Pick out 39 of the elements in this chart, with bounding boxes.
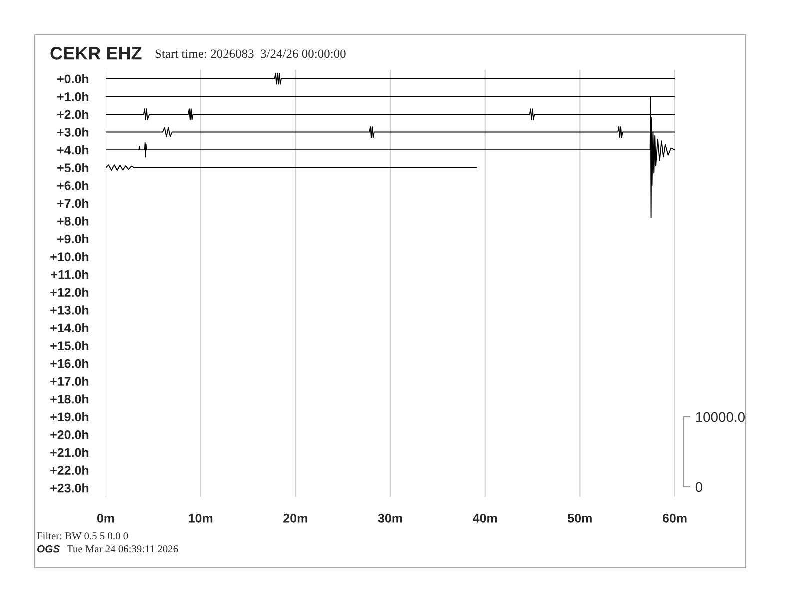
y-tick-label: +8.0h — [58, 216, 89, 226]
text: Filter: BW 0.5 5 0.0 0 — [37, 532, 128, 540]
y-tick-label: +23.0h — [50, 484, 89, 493]
y-tick-label: +21.0h — [50, 448, 89, 458]
y-tick-label: +20.0h — [50, 430, 89, 440]
y-tick-label: +14.0h — [50, 323, 89, 333]
y-tick-label: +0.0h — [58, 74, 89, 84]
y-tick-label: +2.0h — [58, 110, 89, 120]
y-tick-label: +4.0h — [58, 146, 89, 155]
y-tick-label: +1.0h — [58, 92, 89, 102]
y-tick-label: +10.0h — [50, 252, 89, 262]
line-series — [106, 96, 675, 218]
text: OGS — [38, 545, 60, 553]
y2-tick-label: 10000.0 — [696, 412, 745, 422]
text: Tue Mar 24 06:39:11 2026 — [67, 546, 178, 553]
y-tick-label: +5.0h — [58, 163, 89, 173]
y-tick-label: +18.0h — [50, 394, 89, 404]
y-tick-label: +12.0h — [50, 288, 89, 298]
y-tick-label: +19.0h — [50, 412, 89, 422]
x-tick-label: 10m — [189, 514, 213, 523]
y-tick-label: +9.0h — [58, 234, 89, 244]
x-tick-label: 20m — [284, 514, 308, 523]
x-tick-label: 40m — [473, 514, 498, 523]
y-tick-label: +3.0h — [58, 128, 89, 137]
chart-title: CEKR EHZ — [50, 47, 142, 60]
y-tick-label: +6.0h — [58, 181, 89, 190]
y-tick-label: +11.0h — [51, 270, 89, 280]
y2-tick-label: 0 — [696, 482, 703, 492]
chart-subtitle: Start time: 2026083 3/24/26 00:00:00 — [156, 50, 346, 58]
x-tick-label: 0m — [97, 514, 114, 523]
x-tick-label: 30m — [378, 514, 402, 523]
y-tick-label: +13.0h — [50, 306, 89, 315]
y-tick-label: +17.0h — [50, 376, 89, 386]
y-tick-label: +16.0h — [50, 359, 89, 368]
x-tick-label: 50m — [568, 514, 592, 523]
y-tick-label: +22.0h — [50, 466, 89, 475]
y-tick-label: +15.0h — [50, 341, 89, 350]
y-tick-label: +7.0h — [58, 198, 89, 208]
x-tick-label: 60m — [662, 514, 687, 523]
